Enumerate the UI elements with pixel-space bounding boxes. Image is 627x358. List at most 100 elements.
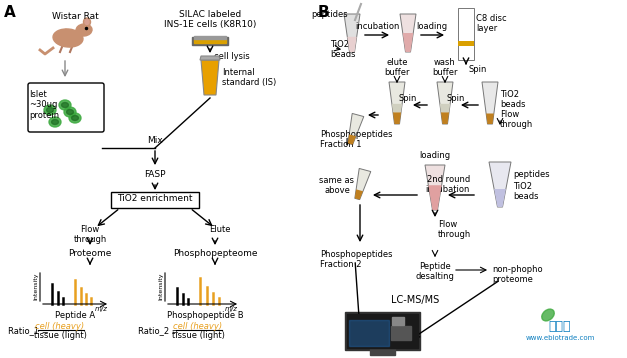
Ellipse shape xyxy=(64,107,76,117)
Text: Elute: Elute xyxy=(209,225,231,234)
Polygon shape xyxy=(392,104,402,112)
Bar xyxy=(391,326,411,340)
Text: Proteome: Proteome xyxy=(68,249,112,258)
Ellipse shape xyxy=(83,18,90,26)
Polygon shape xyxy=(348,134,356,145)
Text: FASP: FASP xyxy=(144,170,166,179)
Text: loading: loading xyxy=(419,151,451,160)
Polygon shape xyxy=(347,37,357,52)
Text: Flow
through: Flow through xyxy=(438,220,472,240)
Bar xyxy=(392,317,404,325)
Bar xyxy=(194,39,226,43)
Text: elute
buffer: elute buffer xyxy=(384,58,410,77)
Bar xyxy=(349,320,389,346)
Ellipse shape xyxy=(44,105,56,115)
Polygon shape xyxy=(355,169,371,200)
Text: A: A xyxy=(4,5,16,20)
Text: Peptide
desalting: Peptide desalting xyxy=(416,262,455,281)
Polygon shape xyxy=(344,14,360,52)
Polygon shape xyxy=(389,82,405,124)
Text: cell lysis: cell lysis xyxy=(214,52,250,61)
Text: B: B xyxy=(318,5,330,20)
Text: Spin: Spin xyxy=(399,94,418,103)
Polygon shape xyxy=(437,82,453,124)
Text: 2nd round
incubation: 2nd round incubation xyxy=(426,175,470,194)
Text: peptides: peptides xyxy=(513,170,550,179)
Ellipse shape xyxy=(59,100,71,110)
Ellipse shape xyxy=(51,120,58,125)
Text: loading: loading xyxy=(416,22,448,31)
Text: TiO2
beads: TiO2 beads xyxy=(330,40,356,59)
FancyBboxPatch shape xyxy=(111,192,199,208)
Text: tissue (light): tissue (light) xyxy=(172,331,224,340)
Ellipse shape xyxy=(53,29,83,47)
Text: Phosphopeptide B: Phosphopeptide B xyxy=(167,311,243,320)
Text: SILAC labeled
INS-1E cells (K8R10): SILAC labeled INS-1E cells (K8R10) xyxy=(164,10,256,29)
Text: incubation: incubation xyxy=(355,22,399,31)
Text: TiO2
beads: TiO2 beads xyxy=(513,182,539,202)
Text: Peptide A: Peptide A xyxy=(55,311,95,320)
Text: TiO2
beads: TiO2 beads xyxy=(500,90,525,110)
Bar xyxy=(194,36,226,39)
Ellipse shape xyxy=(85,19,89,24)
Polygon shape xyxy=(428,185,441,210)
Polygon shape xyxy=(403,33,413,52)
Polygon shape xyxy=(425,165,445,210)
Polygon shape xyxy=(400,14,416,52)
Ellipse shape xyxy=(76,24,92,36)
Text: Ratio_1 =: Ratio_1 = xyxy=(8,326,51,335)
Bar xyxy=(370,348,395,355)
Ellipse shape xyxy=(66,110,73,115)
Text: LC-MS/MS: LC-MS/MS xyxy=(391,295,439,305)
Ellipse shape xyxy=(542,309,554,321)
Bar xyxy=(458,41,474,46)
Bar xyxy=(347,314,418,348)
Text: Intensity: Intensity xyxy=(33,272,38,300)
Ellipse shape xyxy=(61,102,68,107)
Text: Mix: Mix xyxy=(147,136,163,145)
Text: cell (heavy): cell (heavy) xyxy=(36,322,85,331)
Text: Spin: Spin xyxy=(447,94,465,103)
Text: same as
above: same as above xyxy=(320,176,354,195)
Polygon shape xyxy=(441,112,449,124)
Text: cell (heavy): cell (heavy) xyxy=(174,322,223,331)
Text: Flow
through: Flow through xyxy=(73,225,107,245)
Text: Phosphopeptides
Fraction 2: Phosphopeptides Fraction 2 xyxy=(320,250,393,270)
Text: wash
buffer: wash buffer xyxy=(432,58,458,77)
FancyBboxPatch shape xyxy=(28,83,104,132)
Polygon shape xyxy=(200,56,220,60)
Polygon shape xyxy=(393,112,401,124)
Polygon shape xyxy=(355,189,363,200)
Text: Islet
~30ug
protein: Islet ~30ug protein xyxy=(29,90,59,120)
Polygon shape xyxy=(482,82,498,124)
Bar xyxy=(345,312,420,350)
Bar xyxy=(192,37,228,45)
Polygon shape xyxy=(440,104,450,112)
Text: Internal
standard (IS): Internal standard (IS) xyxy=(222,68,277,87)
Text: www.ebiotrade.com: www.ebiotrade.com xyxy=(525,335,594,341)
Text: Wistar Rat: Wistar Rat xyxy=(51,12,98,21)
Text: m/z: m/z xyxy=(225,306,238,312)
Ellipse shape xyxy=(49,117,61,127)
Ellipse shape xyxy=(69,113,81,123)
Text: TiO2 enrichment: TiO2 enrichment xyxy=(117,194,192,203)
Bar xyxy=(458,8,474,60)
Text: Ratio_2 =: Ratio_2 = xyxy=(138,326,181,335)
Text: Intensity: Intensity xyxy=(158,272,163,300)
Text: non-phopho
proteome: non-phopho proteome xyxy=(492,265,542,284)
Polygon shape xyxy=(486,113,494,124)
Text: Phosphopeptides
Fraction 1: Phosphopeptides Fraction 1 xyxy=(320,130,393,149)
Text: Phosphopepteome: Phosphopepteome xyxy=(173,249,257,258)
Polygon shape xyxy=(494,189,506,207)
Text: Flow
through: Flow through xyxy=(500,110,533,129)
Polygon shape xyxy=(348,113,364,145)
Text: C8 disc
layer: C8 disc layer xyxy=(476,14,507,33)
Polygon shape xyxy=(201,60,219,95)
Text: tissue (light): tissue (light) xyxy=(34,331,87,340)
Text: peptides: peptides xyxy=(312,10,348,19)
Text: m/z: m/z xyxy=(95,306,108,312)
Ellipse shape xyxy=(71,116,78,121)
Ellipse shape xyxy=(46,107,53,112)
Polygon shape xyxy=(489,162,511,207)
Text: 生物通: 生物通 xyxy=(549,320,571,333)
